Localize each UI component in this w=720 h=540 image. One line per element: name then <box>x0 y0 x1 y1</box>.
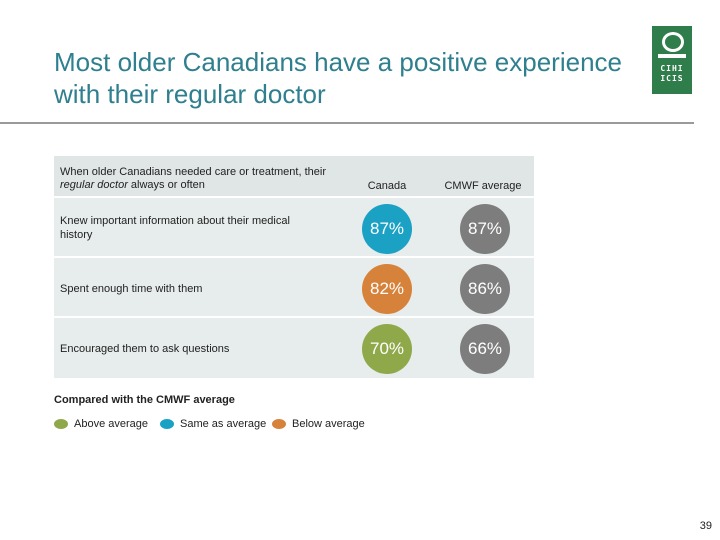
canada-value-medical-history: 87% <box>362 204 412 254</box>
row-divider <box>54 256 534 258</box>
row-label-ask-questions: Encouraged them to ask questions <box>60 343 230 355</box>
legend-swatch-below <box>272 419 286 429</box>
table-header-emphasis: regular doctor <box>60 179 128 191</box>
logo-letters: CIHI ICIS <box>655 64 689 84</box>
cmwf-value-enough-time: 86% <box>460 264 510 314</box>
legend-label-above: Above average <box>74 418 148 430</box>
logo-bar-icon <box>658 54 686 58</box>
slide-title-line-2: with their regular doctor <box>54 79 326 109</box>
row-divider <box>54 316 534 318</box>
table-header-question: When older Canadians needed care or trea… <box>60 166 330 192</box>
cmwf-value-medical-history: 87% <box>460 204 510 254</box>
table-header <box>54 156 534 196</box>
legend-swatch-same <box>160 419 174 429</box>
column-header-cmwf: CMWF average <box>444 180 522 192</box>
legend-label-below: Below average <box>292 418 365 430</box>
legend-swatch-above <box>54 419 68 429</box>
table-header-part-1: When older Canadians needed care or trea… <box>60 166 326 178</box>
slide-title-line-1: Most older Canadians have a positive exp… <box>54 47 623 77</box>
logo-ring-icon <box>662 32 684 52</box>
logo-letters-row-1: CIHI <box>660 64 684 73</box>
legend-item-below: Below average <box>272 418 365 430</box>
cihi-logo: CIHI ICIS <box>652 26 692 94</box>
legend-title: Compared with the CMWF average <box>54 394 235 406</box>
table-header-part-2: always or often <box>127 179 205 191</box>
cmwf-value-ask-questions: 66% <box>460 324 510 374</box>
results-table: When older Canadians needed care or trea… <box>54 156 534 378</box>
slide-title: Most older Canadians have a positive exp… <box>54 46 654 110</box>
legend-item-above: Above average <box>54 418 148 430</box>
row-label-enough-time: Spent enough time with them <box>60 283 203 295</box>
title-divider <box>0 122 694 124</box>
legend-label-same: Same as average <box>180 418 267 430</box>
column-header-canada: Canada <box>367 180 407 192</box>
logo-letters-row-2: ICIS <box>660 74 684 83</box>
canada-value-ask-questions: 70% <box>362 324 412 374</box>
page-number: 39 <box>699 520 712 532</box>
legend-item-same: Same as average <box>160 418 266 430</box>
row-divider <box>54 196 534 198</box>
canada-value-enough-time: 82% <box>362 264 412 314</box>
row-label-medical-history: Knew important information about their m… <box>60 215 290 241</box>
